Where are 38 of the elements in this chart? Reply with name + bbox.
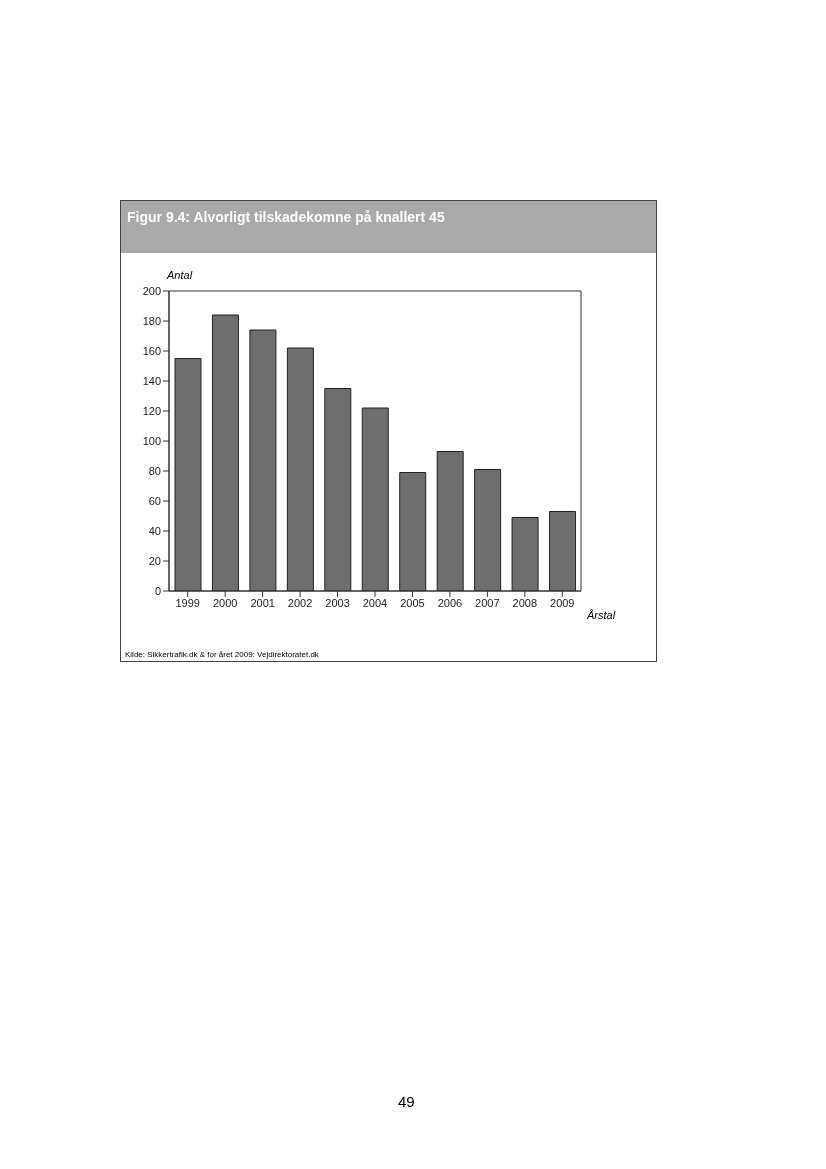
- bar: [399, 472, 427, 591]
- x-tick-label: 2009: [550, 596, 575, 609]
- bar: [249, 329, 277, 591]
- y-tick-label: 80: [148, 464, 161, 477]
- x-tick-label: 2001: [250, 596, 275, 609]
- y-tick-label: 20: [148, 554, 161, 567]
- y-tick-label: 0: [154, 584, 161, 597]
- x-tick-label: 2004: [362, 596, 388, 609]
- bar: [436, 451, 464, 591]
- bar: [474, 469, 502, 591]
- x-tick-label: 2003: [325, 596, 350, 609]
- chart-title: Figur 9.4: Alvorligt tilskadekomne på knallert 45: [121, 201, 656, 253]
- x-tick-label: 2000: [212, 596, 238, 609]
- bar: [549, 511, 577, 591]
- bar: [361, 407, 389, 591]
- x-tick-label: 2005: [400, 596, 425, 609]
- x-tick-label: 2008: [512, 596, 538, 609]
- x-axis-title: Årstal: [587, 609, 616, 621]
- x-tick-label: 2007: [475, 596, 500, 609]
- y-tick-label: 140: [142, 374, 161, 387]
- y-tick-label: 40: [148, 524, 161, 537]
- y-tick-label: 100: [142, 434, 161, 447]
- bar: [174, 358, 202, 591]
- x-tick-label: 2006: [437, 596, 463, 609]
- bar: [511, 517, 539, 591]
- y-tick-label: 180: [142, 314, 161, 327]
- bar: [324, 388, 352, 591]
- y-tick-label: 120: [142, 404, 161, 417]
- text: 49: [398, 1093, 415, 1110]
- text: Kilde: Sikkertrafik.dk & for året 2009: Vejdirektoratet.dk: [125, 650, 319, 659]
- bar: [211, 314, 239, 591]
- x-tick-label: 1999: [175, 596, 200, 609]
- x-tick-label: 2002: [287, 596, 313, 609]
- y-tick-label: 60: [148, 494, 161, 507]
- bar: [286, 347, 314, 591]
- y-tick-label: 160: [142, 344, 161, 357]
- y-tick-label: 200: [142, 284, 161, 297]
- y-axis-title: Antal: [167, 269, 193, 281]
